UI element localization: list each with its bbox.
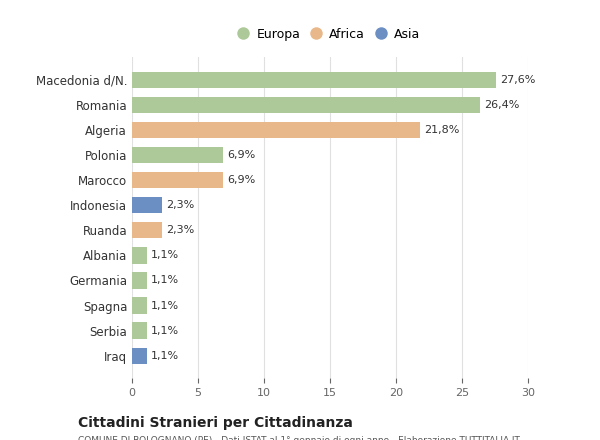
Bar bbox=[132, 172, 223, 188]
Text: 2,3%: 2,3% bbox=[166, 200, 194, 210]
Text: 26,4%: 26,4% bbox=[484, 100, 520, 110]
Legend: Europa, Africa, Asia: Europa, Africa, Asia bbox=[234, 22, 426, 47]
Text: 1,1%: 1,1% bbox=[151, 301, 179, 311]
Bar bbox=[132, 147, 223, 163]
Bar bbox=[132, 348, 146, 364]
Text: COMUNE DI BOLOGNANO (PE) - Dati ISTAT al 1° gennaio di ogni anno - Elaborazione : COMUNE DI BOLOGNANO (PE) - Dati ISTAT al… bbox=[78, 436, 520, 440]
Text: 1,1%: 1,1% bbox=[151, 250, 179, 260]
Bar bbox=[132, 272, 146, 289]
Bar bbox=[132, 97, 481, 113]
Text: 6,9%: 6,9% bbox=[227, 150, 255, 160]
Bar bbox=[132, 247, 146, 264]
Bar bbox=[132, 122, 420, 138]
Bar bbox=[132, 297, 146, 314]
Bar bbox=[132, 197, 163, 213]
Text: Cittadini Stranieri per Cittadinanza: Cittadini Stranieri per Cittadinanza bbox=[78, 416, 353, 430]
Text: 1,1%: 1,1% bbox=[151, 326, 179, 336]
Text: 6,9%: 6,9% bbox=[227, 175, 255, 185]
Text: 21,8%: 21,8% bbox=[424, 125, 459, 135]
Bar bbox=[132, 323, 146, 339]
Text: 1,1%: 1,1% bbox=[151, 275, 179, 286]
Text: 2,3%: 2,3% bbox=[166, 225, 194, 235]
Bar bbox=[132, 72, 496, 88]
Bar bbox=[132, 222, 163, 238]
Text: 27,6%: 27,6% bbox=[500, 75, 536, 85]
Text: 1,1%: 1,1% bbox=[151, 351, 179, 361]
